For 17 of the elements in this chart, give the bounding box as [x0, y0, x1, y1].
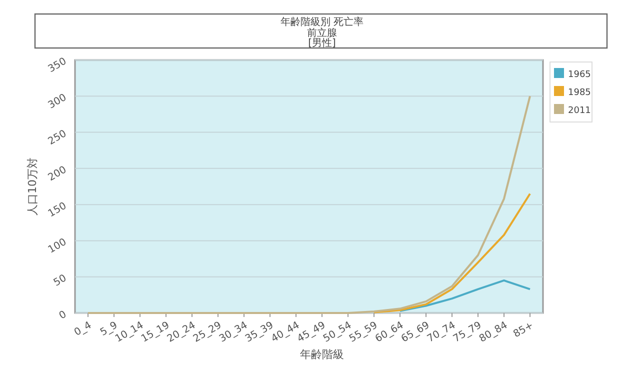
x-tick-label: 85+	[512, 320, 536, 340]
y-tick-label: 0	[57, 309, 68, 322]
x-axis-title: 年齢階級	[300, 348, 344, 361]
legend-label: 2011	[568, 106, 591, 116]
x-tick-label: 0_4	[72, 320, 94, 338]
y-tick-label: 50	[52, 272, 68, 289]
chart-subtitle: 前立腺 [男性]	[307, 27, 337, 49]
y-tick-label: 300	[46, 92, 68, 112]
y-tick-label: 150	[46, 200, 68, 220]
y-axis-title: 人口10万対	[26, 158, 39, 216]
chart-title: 年齢階級別 死亡率	[280, 16, 364, 28]
legend-label: 1985	[568, 88, 591, 98]
y-tick-label: 350	[46, 56, 68, 76]
y-tick-label: 250	[46, 128, 68, 148]
legend-label: 1965	[568, 70, 591, 80]
y-tick-label: 100	[46, 236, 68, 256]
y-tick-label: 200	[46, 164, 68, 184]
